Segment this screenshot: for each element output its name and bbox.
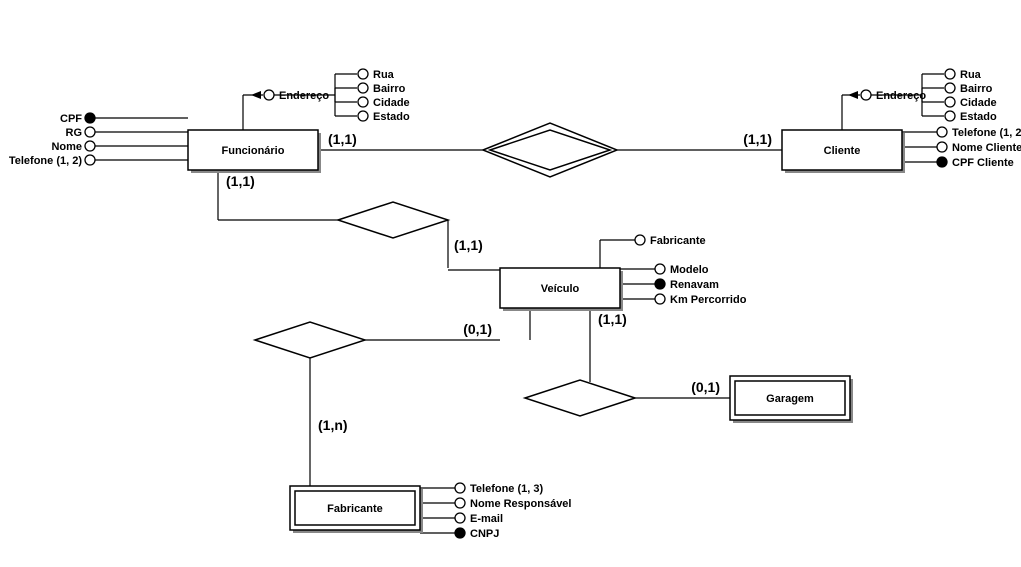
svg-text:Fabricante: Fabricante: [327, 503, 383, 515]
svg-text:Cidade: Cidade: [373, 97, 410, 109]
svg-text:(1,1): (1,1): [226, 173, 255, 189]
svg-text:Rua: Rua: [373, 69, 395, 81]
svg-text:Telefone (1, 2): Telefone (1, 2): [9, 155, 82, 167]
svg-text:E-mail: E-mail: [470, 513, 503, 525]
svg-text:Estado: Estado: [373, 111, 410, 123]
svg-text:Funcionário: Funcionário: [222, 145, 285, 157]
svg-text:Garagem: Garagem: [766, 393, 814, 405]
entity-garagem: Garagem: [730, 376, 853, 423]
svg-text:Telefone (1, 3): Telefone (1, 3): [470, 483, 543, 495]
svg-text:(1,1): (1,1): [598, 311, 627, 327]
entity-cliente: Cliente: [782, 130, 905, 173]
svg-text:(0,1): (0,1): [463, 321, 492, 337]
svg-text:Telefone (1, 2): Telefone (1, 2): [952, 127, 1021, 139]
svg-text:CNPJ: CNPJ: [470, 528, 499, 540]
svg-text:Cidade: Cidade: [960, 97, 997, 109]
svg-text:Fabricante: Fabricante: [650, 235, 706, 247]
svg-text:(1,1): (1,1): [743, 131, 772, 147]
svg-text:Nome: Nome: [51, 141, 82, 153]
svg-text:(1,n): (1,n): [318, 417, 348, 433]
svg-text:Modelo: Modelo: [670, 264, 709, 276]
svg-text:Nome Responsável: Nome Responsável: [470, 498, 571, 510]
svg-text:Rua: Rua: [960, 69, 982, 81]
entity-fabricante: Fabricante: [290, 486, 423, 533]
svg-text:(1,1): (1,1): [328, 131, 357, 147]
svg-text:Bairro: Bairro: [960, 83, 993, 95]
svg-text:Km Percorrido: Km Percorrido: [670, 294, 747, 306]
svg-text:CPF Cliente: CPF Cliente: [952, 157, 1014, 169]
svg-text:Estado: Estado: [960, 111, 997, 123]
svg-text:Endereço: Endereço: [876, 90, 926, 102]
svg-text:(0,1): (0,1): [691, 379, 720, 395]
svg-text:Nome Cliente: Nome Cliente: [952, 142, 1021, 154]
entity-veiculo: Veículo: [500, 268, 623, 311]
svg-text:Cliente: Cliente: [824, 145, 861, 157]
svg-text:Endereço: Endereço: [279, 90, 329, 102]
svg-text:Bairro: Bairro: [373, 83, 406, 95]
svg-text:RG: RG: [66, 127, 83, 139]
svg-text:Veículo: Veículo: [541, 283, 580, 295]
entity-funcionario: Funcionário: [188, 130, 321, 173]
svg-text:Renavam: Renavam: [670, 279, 719, 291]
svg-text:(1,1): (1,1): [454, 237, 483, 253]
svg-text:CPF: CPF: [60, 113, 82, 125]
